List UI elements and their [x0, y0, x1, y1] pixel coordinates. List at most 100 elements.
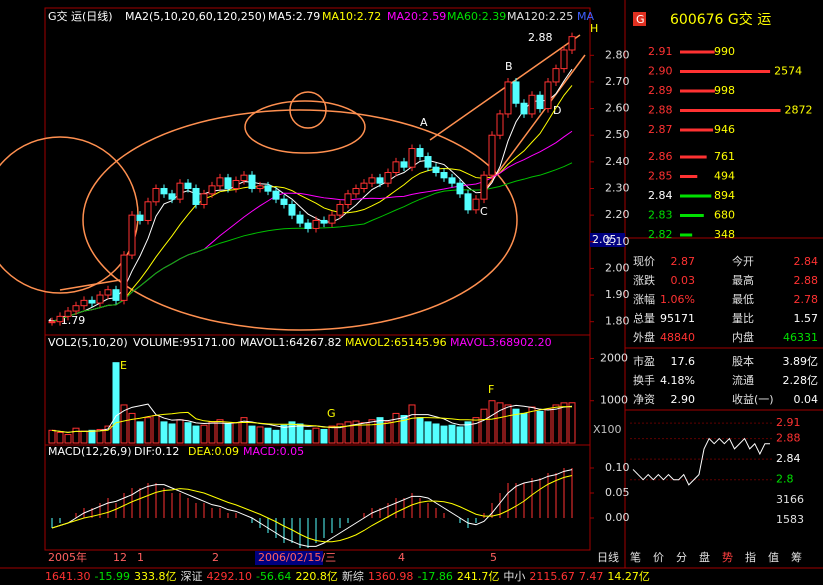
candle	[128, 214, 136, 256]
status-item: 中小	[503, 570, 525, 583]
quote-value: 2.78	[794, 293, 819, 306]
tab[interactable]: 日线	[597, 550, 619, 564]
y-tick-label: 2.60	[605, 102, 630, 115]
status-item: 4292.10	[206, 570, 252, 583]
candle	[504, 81, 512, 115]
stock-code: 600676 G交 运	[670, 11, 771, 28]
candle	[424, 156, 432, 168]
volume-bar	[144, 417, 152, 444]
y-tick-label: 2.10	[605, 235, 630, 248]
status-item: 1360.98	[368, 570, 414, 583]
volume-bar	[248, 425, 256, 444]
volume-bar	[544, 408, 552, 444]
book-price: 2.85	[648, 170, 673, 183]
quote-value: 95171	[660, 312, 695, 325]
tab[interactable]: 盘	[699, 550, 710, 564]
tab[interactable]: 笔	[630, 550, 641, 564]
status-item: 241.7亿	[457, 570, 500, 583]
quote-value: 0.04	[794, 393, 819, 406]
quote-value: 0.03	[671, 274, 696, 287]
tab[interactable]: 分	[676, 551, 687, 564]
candle	[184, 182, 192, 189]
volume-bar	[360, 422, 368, 444]
quote-label: 最低	[732, 293, 754, 306]
point-label: D	[553, 104, 561, 117]
macd-title: MACD(12,26,9)	[48, 445, 132, 458]
quote-label: 净资	[633, 392, 655, 406]
volume-bar	[232, 422, 240, 444]
y-tick-label: 2.84	[776, 452, 801, 465]
tab[interactable]: 值	[768, 551, 779, 564]
volume-bar	[136, 421, 144, 444]
quote-label: 内盘	[732, 330, 754, 344]
y-tick-label: 2.8	[776, 473, 794, 486]
candle	[160, 187, 168, 195]
candle	[456, 182, 464, 195]
candle	[80, 299, 88, 307]
volume-bar	[424, 421, 432, 444]
quote-label: 总量	[633, 311, 655, 325]
candle	[112, 289, 120, 301]
candle	[248, 174, 256, 189]
volume-bar	[104, 425, 112, 444]
tab[interactable]: 价	[653, 551, 664, 564]
high-label: 2.88	[528, 31, 553, 44]
candle	[448, 177, 456, 184]
volume-title: VOL2(5,10,20)	[48, 336, 128, 349]
volume-bar	[48, 429, 56, 444]
y-tick-label: 2.30	[605, 181, 630, 194]
candle	[408, 148, 416, 168]
y-tick-label: 1000	[600, 394, 628, 407]
volume-bar	[480, 408, 488, 444]
trend-line	[59, 279, 121, 291]
y-tick-label: 0.05	[605, 486, 630, 499]
volume-bar	[216, 419, 224, 444]
candle	[496, 113, 504, 136]
quote-label: 流通	[732, 373, 754, 387]
candle	[64, 310, 72, 317]
book-price: 2.90	[648, 65, 673, 78]
icon-text: G	[636, 13, 645, 26]
status-item: 220.8亿	[295, 570, 338, 583]
volume-bar	[272, 429, 280, 444]
quote-label: 涨幅	[633, 293, 655, 306]
tab[interactable]: 指	[745, 550, 756, 564]
quote-label: 涨跌	[633, 273, 655, 287]
tab[interactable]: 筹	[791, 550, 802, 564]
book-volume: 946	[714, 123, 735, 136]
volume-bar	[120, 404, 128, 444]
candle	[296, 214, 304, 224]
candle	[256, 185, 264, 189]
candle	[312, 219, 320, 229]
volume-bar	[72, 427, 80, 444]
ma120: MA120:2.25	[507, 10, 573, 23]
volume-bar	[504, 404, 512, 444]
quote-label: 最高	[732, 273, 754, 287]
y-tick-label: 2.20	[605, 208, 630, 221]
status-item: 1641.30	[45, 570, 91, 583]
book-volume: 2574	[774, 65, 802, 78]
volume-bar	[352, 420, 360, 444]
candle	[120, 254, 128, 301]
circle	[289, 91, 327, 129]
candle	[48, 321, 56, 324]
volume-unit: X100	[593, 423, 622, 436]
y-tick-label: 3166	[776, 493, 804, 506]
volume-bar	[304, 429, 312, 444]
quote-label: 今开	[732, 254, 754, 268]
volume-stat: VOLUME:95171.00	[133, 336, 235, 349]
book-price: 2.87	[648, 123, 673, 136]
point-label: H	[590, 22, 598, 35]
y-tick-label: 2.91	[776, 416, 801, 429]
volume-bar	[432, 423, 440, 444]
tab[interactable]: 势	[722, 551, 733, 564]
volume-bar	[528, 406, 536, 444]
book-volume: 998	[714, 84, 735, 97]
volume-bar	[552, 404, 560, 444]
volume-bar	[264, 427, 272, 444]
book-volume: 2872	[785, 104, 813, 117]
volume-bar	[256, 426, 264, 444]
dif: DIF:0.12	[134, 445, 179, 458]
candle	[72, 305, 80, 312]
